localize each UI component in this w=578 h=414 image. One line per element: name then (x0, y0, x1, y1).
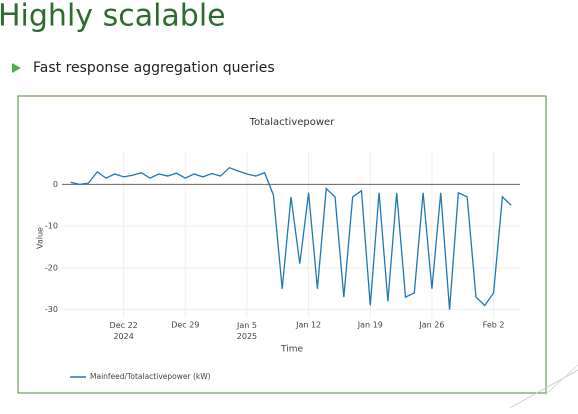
y-tick-label: 0 (53, 180, 58, 189)
decoration (544, 364, 578, 396)
y-tick-label: -30 (45, 305, 58, 314)
bullet-text: Fast response aggregation queries (33, 60, 275, 76)
decoration (509, 369, 578, 409)
chart-frame (17, 95, 547, 394)
y-tick-label: -10 (45, 222, 58, 231)
y-axis-label: Value (36, 227, 45, 249)
x-axis-label: Time (280, 345, 303, 355)
x-tick-label: Dec 29 (171, 321, 199, 330)
data-line (70, 166, 512, 310)
x-tick-label: Feb 2 (483, 321, 505, 330)
slide-title: Highly scalable (0, 0, 226, 34)
x-tick-label: Jan 19 (357, 321, 383, 330)
x-tick-label: Jan 5 2025 (236, 321, 257, 341)
chart: Totalactivepower 0 -10 -20 -30 Dec 22 2024 Dec … (36, 117, 520, 381)
y-tick-label: -20 (45, 263, 58, 272)
x-tick-label: Jan 12 (295, 321, 321, 330)
legend-label: Mainfeed/Totalactivepower (kW) (90, 372, 211, 381)
bullet-icon (12, 63, 21, 73)
x-tick-label: Jan 26 (418, 321, 444, 330)
chart-title: Totalactivepower (249, 117, 336, 128)
x-tick-label: Dec 22 2024 (110, 321, 138, 341)
